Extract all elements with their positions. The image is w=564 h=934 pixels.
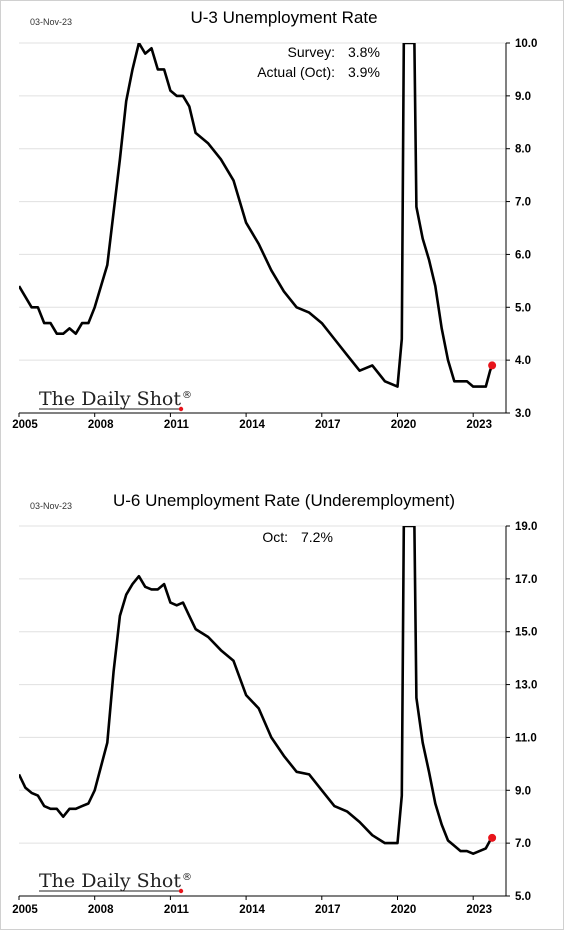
x-tick-label: 2005 (12, 419, 38, 431)
u3-chart-panel: 03-Nov-23 U-3 Unemployment Rate Survey: 3.8… (1, 1, 563, 463)
daily-shot-logo: The Daily Shot ® (39, 388, 192, 412)
x-tick-label: 2020 (391, 419, 417, 431)
x-tick-label: 2023 (466, 904, 492, 916)
chart-title: U-3 Unemployment Rate (190, 8, 377, 27)
u6-chart: 03-Nov-23 U-6 Unemployment Rate (Underemp… (12, 491, 537, 916)
annotation-label: Survey: (288, 44, 335, 60)
x-tick-label: 2020 (391, 904, 417, 916)
annotation-value: 3.8% (348, 44, 380, 60)
x-tick-label: 2008 (88, 904, 114, 916)
logo-registered-mark: ® (182, 872, 192, 883)
y-tick-label: 3.0 (515, 408, 531, 420)
x-tick-label: 2017 (315, 419, 341, 431)
annotation-value: 7.2% (301, 529, 333, 545)
y-tick-label: 8.0 (515, 144, 531, 156)
y-tick-label: 7.0 (515, 197, 531, 209)
y-tick-label: 5.0 (515, 891, 531, 903)
x-tick-label: 2008 (88, 419, 114, 431)
y-tick-label: 17.0 (515, 574, 537, 586)
u6-chart-panel: 03-Nov-23 U-6 Unemployment Rate (Underemp… (1, 486, 563, 929)
y-tick-label: 6.0 (515, 249, 531, 261)
y-tick-label: 19.0 (515, 521, 537, 533)
latest-value-marker (488, 833, 497, 842)
y-tick-label: 13.0 (515, 680, 537, 692)
logo-dot (178, 888, 184, 894)
annotation-label: Actual (Oct): (257, 64, 335, 80)
x-tick-label: 2023 (466, 419, 492, 431)
logo-dot (178, 406, 184, 412)
x-tick-label: 2017 (315, 904, 341, 916)
logo-registered-mark: ® (182, 390, 192, 401)
annotation-label: Oct: (262, 529, 288, 545)
x-tick-label: 2014 (239, 419, 265, 431)
annotation-value: 3.9% (348, 64, 380, 80)
logo-text: The Daily Shot (39, 870, 181, 892)
chart-title: U-6 Unemployment Rate (Underemployment) (113, 491, 455, 510)
date-stamp: 03-Nov-23 (30, 17, 72, 27)
u3-chart: 03-Nov-23 U-3 Unemployment Rate Survey: 3.8… (12, 8, 537, 431)
y-tick-label: 7.0 (515, 838, 531, 850)
logo-text: The Daily Shot (39, 388, 181, 410)
y-tick-label: 15.0 (515, 627, 537, 639)
y-tick-label: 5.0 (515, 302, 531, 314)
x-tick-label: 2011 (164, 904, 190, 916)
latest-value-marker (488, 361, 497, 370)
series-line (19, 526, 494, 856)
x-tick-label: 2014 (239, 904, 265, 916)
y-tick-label: 4.0 (515, 355, 531, 367)
x-tick-label: 2005 (12, 904, 38, 916)
y-tick-label: 11.0 (515, 732, 537, 744)
y-tick-label: 9.0 (515, 91, 531, 103)
x-tick-label: 2011 (164, 419, 190, 431)
daily-shot-logo: The Daily Shot ® (39, 870, 192, 894)
y-tick-label: 10.0 (515, 38, 537, 50)
y-tick-label: 9.0 (515, 785, 531, 797)
series-line (19, 43, 494, 388)
date-stamp: 03-Nov-23 (30, 501, 72, 511)
